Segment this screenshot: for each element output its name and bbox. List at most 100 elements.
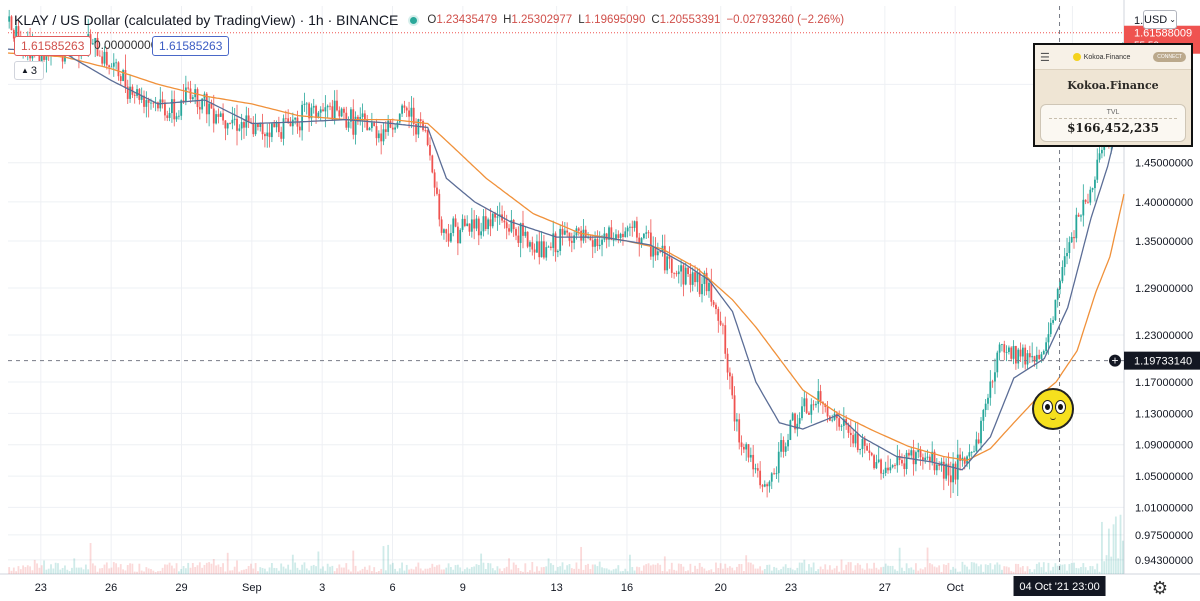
volume-bar (266, 571, 268, 574)
candle-body (701, 284, 703, 294)
candle-body (208, 104, 210, 115)
connect-button[interactable]: CONNECT (1153, 52, 1186, 62)
volume-bar (331, 566, 333, 574)
volume-bar (776, 568, 778, 574)
volume-bar (231, 570, 233, 574)
volume-bar (1110, 557, 1112, 574)
menu-icon[interactable]: ☰ (1040, 51, 1050, 64)
candle-body (320, 109, 322, 112)
volume-bar (1080, 567, 1082, 574)
volume-bar (1092, 566, 1094, 574)
candle-body (431, 155, 433, 172)
candle-body (264, 134, 266, 136)
candle-body (724, 325, 726, 354)
candle-body (111, 67, 113, 68)
y-tick-label: 1.01000000 (1135, 502, 1193, 514)
candle-body (727, 354, 729, 373)
ask-price-box[interactable]: 1.61585263 (152, 36, 229, 56)
volume-bar (1048, 563, 1050, 574)
volume-bar (392, 563, 394, 574)
volume-bar (794, 570, 796, 574)
candle-body (1036, 355, 1038, 362)
volume-bar (1052, 567, 1054, 574)
candle-body (669, 256, 671, 258)
volume-bar (297, 568, 299, 574)
volume-bar (1006, 567, 1008, 574)
volume-bar (689, 564, 691, 574)
candle-body (869, 451, 871, 453)
volume-bar (385, 570, 387, 574)
volume-bar (329, 567, 331, 574)
volume-bar (59, 570, 61, 574)
candle-body (692, 272, 694, 285)
candle-body (452, 218, 454, 233)
candle-body (871, 453, 873, 455)
volume-bar (859, 565, 861, 574)
volume-bar (457, 565, 459, 574)
symbol-title[interactable]: KLAY / US Dollar (calculated by TradingV… (14, 12, 398, 28)
volume-bar (131, 564, 133, 574)
market-status-icon[interactable] (410, 17, 417, 24)
candle-body (1038, 355, 1040, 359)
candle-body (901, 460, 903, 463)
volume-bar (229, 570, 231, 574)
volume-bar (771, 571, 773, 574)
volume-bar (743, 571, 745, 574)
candle-body (1073, 237, 1075, 238)
candle-body (645, 232, 647, 233)
volume-bar (499, 569, 501, 574)
volume-bar (413, 569, 415, 574)
currency-button[interactable]: USD ⌄ (1143, 10, 1177, 29)
candle-body (678, 272, 680, 275)
candle-body (1031, 356, 1033, 357)
candle-body (1041, 354, 1043, 359)
gear-icon[interactable]: ⚙ (1150, 578, 1170, 598)
candle-body (527, 232, 529, 247)
candle-body (1057, 289, 1059, 300)
volume-bar (573, 569, 575, 574)
bid-price-box[interactable]: 1.61585263 (14, 36, 91, 56)
indicators-toggle[interactable]: ▲ 3 (14, 61, 44, 80)
candle-body (1013, 346, 1015, 359)
volume-bar (83, 569, 85, 574)
volume-bar (624, 569, 626, 574)
volume-bar (429, 568, 431, 574)
candle-body (371, 123, 373, 128)
volume-bar (829, 565, 831, 574)
volume-bar (1068, 564, 1070, 574)
candle-body (778, 452, 780, 473)
volume-bar (234, 567, 236, 574)
candle-body (348, 122, 350, 128)
candle-body (685, 268, 687, 285)
volume-bar (357, 571, 359, 574)
volume-bar (45, 570, 47, 574)
candle-body (192, 97, 194, 99)
candle-body (715, 305, 717, 309)
candle-body (129, 87, 131, 99)
candle-body (838, 418, 840, 427)
volume-bar (1034, 569, 1036, 574)
candle-body (190, 89, 192, 100)
volume-bar (864, 570, 866, 574)
volume-bar (594, 565, 596, 574)
volume-bar (931, 564, 933, 574)
candle-body (936, 465, 938, 471)
candle-body (973, 451, 975, 452)
candle-body (164, 102, 166, 115)
volume-bar (27, 565, 29, 574)
candle-body (892, 465, 894, 467)
indicators-count: 3 (31, 65, 37, 77)
candle-body (1050, 323, 1052, 334)
volume-bar (11, 571, 13, 574)
volume-bar (750, 563, 752, 574)
volume-bar (399, 568, 401, 574)
volume-bar (32, 570, 34, 574)
volume-bar (427, 569, 429, 574)
volume-bar (1075, 568, 1077, 574)
candle-body (1068, 242, 1070, 253)
candle-body (624, 231, 626, 237)
crosshair-price-label: 1.19733140 (1134, 356, 1192, 368)
volume-bar (601, 567, 603, 574)
